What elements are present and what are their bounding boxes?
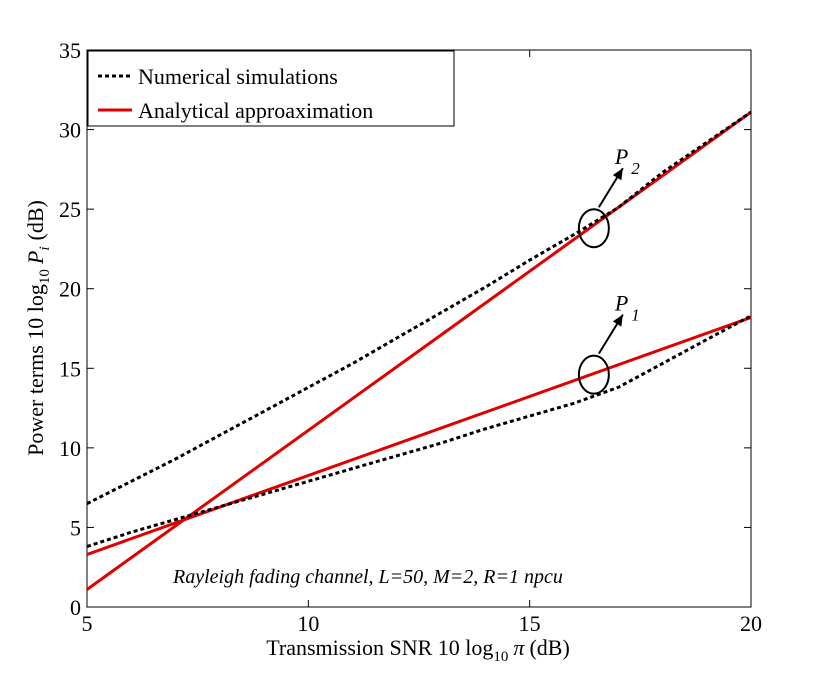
y-tick-label-1: 5	[70, 515, 81, 540]
y-axis-label-var: P	[23, 251, 48, 265]
plot-area	[86, 49, 752, 608]
series-line-p1-numerical	[86, 314, 752, 548]
x-axis-label-sub: 10	[493, 649, 508, 665]
series-layer	[86, 110, 752, 591]
y-tick-label-5: 25	[59, 197, 81, 222]
x-axis-label: Transmission SNR 10 log10 π (dB)	[266, 635, 570, 665]
y-axis-label-unit: (dB)	[23, 200, 48, 240]
marker-arrowhead-p1	[612, 314, 623, 327]
y-axis-label: Power terms 10 log10 Pi (dB)	[23, 200, 53, 456]
y-axis-label-var-sub: i	[37, 247, 53, 251]
y-tick-label-7: 35	[59, 38, 81, 63]
chart-annotation: Rayleigh fading channel, L=50, M=2, R=1 …	[172, 566, 563, 588]
x-tick-label-2: 15	[519, 611, 541, 636]
markers-layer: P 2 P 1	[577, 144, 640, 395]
marker-arrowhead-p2	[612, 168, 623, 181]
legend-box	[87, 50, 455, 127]
x-axis-label-main: Transmission SNR 10 log	[266, 635, 493, 660]
y-tick-label-6: 30	[59, 118, 81, 143]
legend-label-analytical: Analytical approaximation	[138, 98, 373, 123]
marker-ellipse-p2	[577, 208, 610, 249]
y-tick-label-0: 0	[70, 595, 81, 620]
x-tick-label-3: 20	[740, 611, 762, 636]
x-axis-label-unit: (dB)	[529, 635, 569, 660]
series-line-p2-analytical	[86, 110, 752, 591]
x-axis-label-var: π	[513, 635, 525, 660]
series-line-p1-analytical	[86, 315, 752, 556]
y-tick-label-3: 15	[59, 356, 81, 381]
y-axis-label-sub: 10	[37, 269, 53, 284]
marker-ellipse-p1	[577, 354, 610, 395]
y-tick-label-2: 10	[59, 436, 81, 461]
x-tick-label-0: 5	[82, 611, 93, 636]
y-axis-label-main: Power terms 10 log	[23, 284, 48, 456]
x-tick-label-1: 10	[297, 611, 319, 636]
legend-label-numerical: Numerical simulations	[138, 64, 338, 89]
legend: Numerical simulations Analytical approax…	[87, 50, 455, 127]
y-tick-label-4: 20	[59, 277, 81, 302]
